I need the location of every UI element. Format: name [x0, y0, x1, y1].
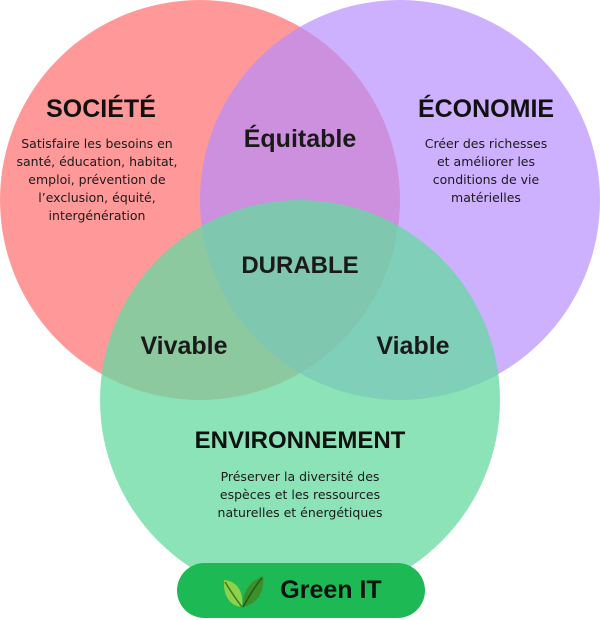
societe-description: Satisfaire les besoins en santé, éducati…: [16, 136, 177, 223]
viable-label: Viable: [376, 332, 449, 360]
societe-description-line: santé, éducation, habitat,: [16, 154, 177, 169]
leaf-icon: [224, 575, 264, 607]
societe-description-line: Satisfaire les besoins en: [21, 136, 172, 151]
societe-description-line: emploi, prévention de: [28, 172, 166, 187]
environnement-title: ENVIRONNEMENT: [195, 427, 406, 454]
equitable-label: Équitable: [244, 124, 357, 153]
economie-description: Créer des richesses et améliorer les con…: [425, 136, 548, 205]
durable-label: DURABLE: [241, 252, 358, 279]
societe-description-line: intergénération: [49, 208, 146, 223]
economie-description-line: Créer des richesses: [425, 136, 548, 151]
vivable-label: Vivable: [140, 332, 227, 360]
economie-description-line: conditions de vie: [433, 172, 540, 187]
environnement-description-line: Préserver la diversité des: [221, 469, 380, 484]
economie-description-line: et améliorer les: [437, 154, 535, 169]
societe-title: SOCIÉTÉ: [46, 94, 156, 123]
societe-description-line: l’exclusion, équité,: [38, 190, 155, 205]
green-it-badge: Green IT: [177, 563, 425, 618]
economie-title: ÉCONOMIE: [418, 94, 554, 123]
environnement-description-line: naturelles et énergétiques: [218, 505, 383, 520]
environnement-description: Préserver la diversité des espèces et le…: [218, 469, 383, 520]
environnement-circle: [100, 200, 500, 600]
environnement-description-line: espèces et les ressources: [220, 487, 380, 502]
economie-description-line: matérielles: [451, 190, 521, 205]
badge-label: Green IT: [280, 576, 382, 604]
